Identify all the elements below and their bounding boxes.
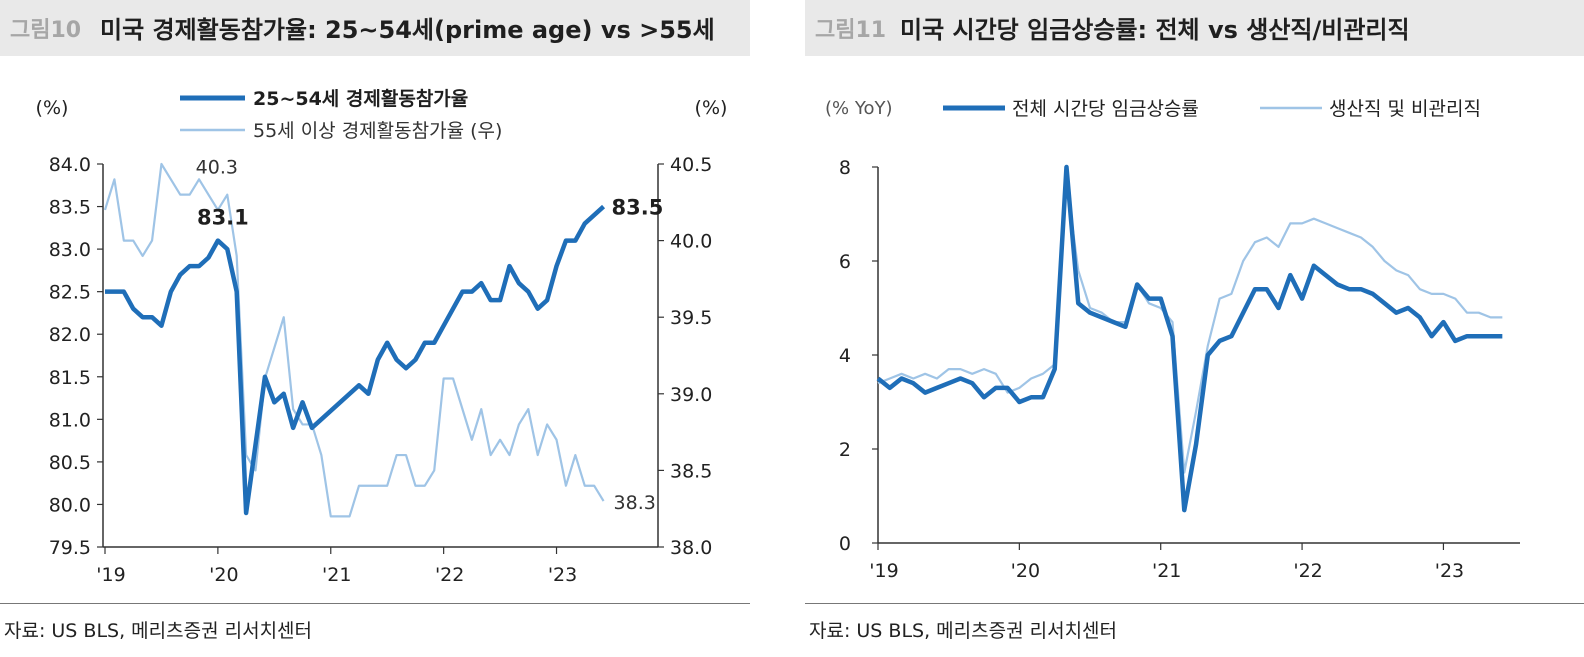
y-right-tick-label: 40.0	[670, 231, 712, 253]
y-left-tick-label: 84.0	[49, 154, 91, 176]
wage-growth-chart: 8 6 4 2 0 '19 '20 '21 '22 '23 (% YoY) 전체 시간당 임금상승률…	[825, 98, 1520, 582]
series-line-all-workers	[876, 164, 1503, 513]
right-chart-axes: 8 6 4 2 0 '19 '20 '21 '22 '23	[839, 157, 1520, 582]
y-tick-label: 8	[839, 157, 851, 179]
y-left-tick-label: 80.5	[49, 452, 91, 474]
series-line-over-55	[103, 162, 605, 518]
x-tick-label: '20	[209, 564, 238, 586]
y-left-tick-label: 81.0	[49, 409, 91, 431]
annotation-prime-age-peak: 83.1	[197, 206, 249, 230]
annotation-prime-age-last: 83.5	[612, 196, 664, 220]
figure-10-source: 자료: US BLS, 메리츠증권 리서치센터	[4, 620, 313, 642]
y-left-tick-label: 81.5	[49, 367, 91, 389]
y-right-unit-label: (%)	[695, 97, 728, 119]
left-chart-labels: (%) (%) 25~54세 경제활동참가율 55세 이상 경제활동참가율 (우) 83…	[36, 88, 728, 514]
y-right-tick-label: 38.0	[670, 537, 712, 559]
series-line-prime-age	[105, 204, 606, 516]
left-chart-series	[103, 162, 606, 518]
legend-label-production: 생산직 및 비관리직	[1329, 98, 1481, 120]
y-left-tick-label: 83.0	[49, 239, 91, 261]
figure-10-source-divider	[0, 603, 750, 604]
legend-label-prime-age: 25~54세 경제활동참가율	[253, 88, 468, 110]
y-tick-label: 0	[839, 533, 851, 555]
y-left-tick-label: 79.5	[49, 537, 91, 559]
figure-11-panel: 그림11 미국 시간당 임금상승률: 전체 vs 생산직/비관리직 8 6 4 2 0 '…	[805, 0, 1584, 657]
x-tick-label: '23	[1435, 560, 1464, 582]
x-tick-label: '21	[322, 564, 351, 586]
y-left-tick-label: 82.5	[49, 282, 91, 304]
participation-rate-chart: 84.0 83.5 83.0 82.5 82.0 81.5 81.0 80.5 80.0 79.5…	[36, 88, 728, 586]
y-right-tick-label: 39.5	[670, 307, 712, 329]
series-line-production	[877, 179, 1503, 474]
x-tick-label: '19	[869, 560, 898, 582]
figure-11-number: 그림11	[815, 18, 887, 43]
figure-11-source: 자료: US BLS, 메리츠증권 리서치센터	[809, 620, 1118, 642]
y-unit-label: (% YoY)	[825, 98, 892, 119]
left-chart-axes: 84.0 83.5 83.0 82.5 82.0 81.5 81.0 80.5 80.0 79.5…	[49, 154, 713, 586]
figure-10-number: 그림10	[10, 18, 82, 43]
legend-label-over-55: 55세 이상 경제활동참가율 (우)	[253, 120, 502, 142]
y-right-tick-label: 39.0	[670, 384, 712, 406]
x-tick-label: '19	[96, 564, 125, 586]
figure-11-title: 미국 시간당 임금상승률: 전체 vs 생산직/비관리직	[900, 16, 1410, 44]
x-tick-label: '22	[1293, 560, 1322, 582]
y-tick-label: 4	[839, 345, 851, 367]
y-tick-label: 6	[839, 251, 851, 273]
figure-10-title: 미국 경제활동참가율: 25~54세(prime age) vs >55세	[100, 16, 715, 44]
annotation-over-55-peak: 40.3	[196, 156, 238, 178]
x-tick-label: '21	[1152, 560, 1181, 582]
figure-10-panel: 그림10 미국 경제활동참가율: 25~54세(prime age) vs >5…	[0, 0, 750, 657]
annotation-over-55-last: 38.3	[614, 492, 656, 514]
y-right-tick-label: 38.5	[670, 460, 712, 482]
right-chart-labels: (% YoY) 전체 시간당 임금상승률 생산직 및 비관리직	[825, 98, 1481, 120]
legend-label-all-workers: 전체 시간당 임금상승률	[1012, 98, 1199, 120]
right-chart-series	[876, 164, 1503, 513]
y-right-tick-label: 40.5	[670, 154, 712, 176]
x-tick-label: '22	[435, 564, 464, 586]
y-left-tick-label: 82.0	[49, 324, 91, 346]
figure-10-title-bar: 그림10 미국 경제활동참가율: 25~54세(prime age) vs >5…	[0, 0, 750, 56]
y-tick-label: 2	[839, 439, 851, 461]
y-left-tick-label: 80.0	[49, 494, 91, 516]
y-left-unit-label: (%)	[36, 97, 69, 119]
x-tick-label: '23	[548, 564, 577, 586]
y-left-tick-label: 83.5	[49, 197, 91, 219]
x-tick-label: '20	[1011, 560, 1040, 582]
figure-11-title-bar: 그림11 미국 시간당 임금상승률: 전체 vs 생산직/비관리직	[805, 0, 1584, 56]
figure-11-source-divider	[805, 603, 1584, 604]
